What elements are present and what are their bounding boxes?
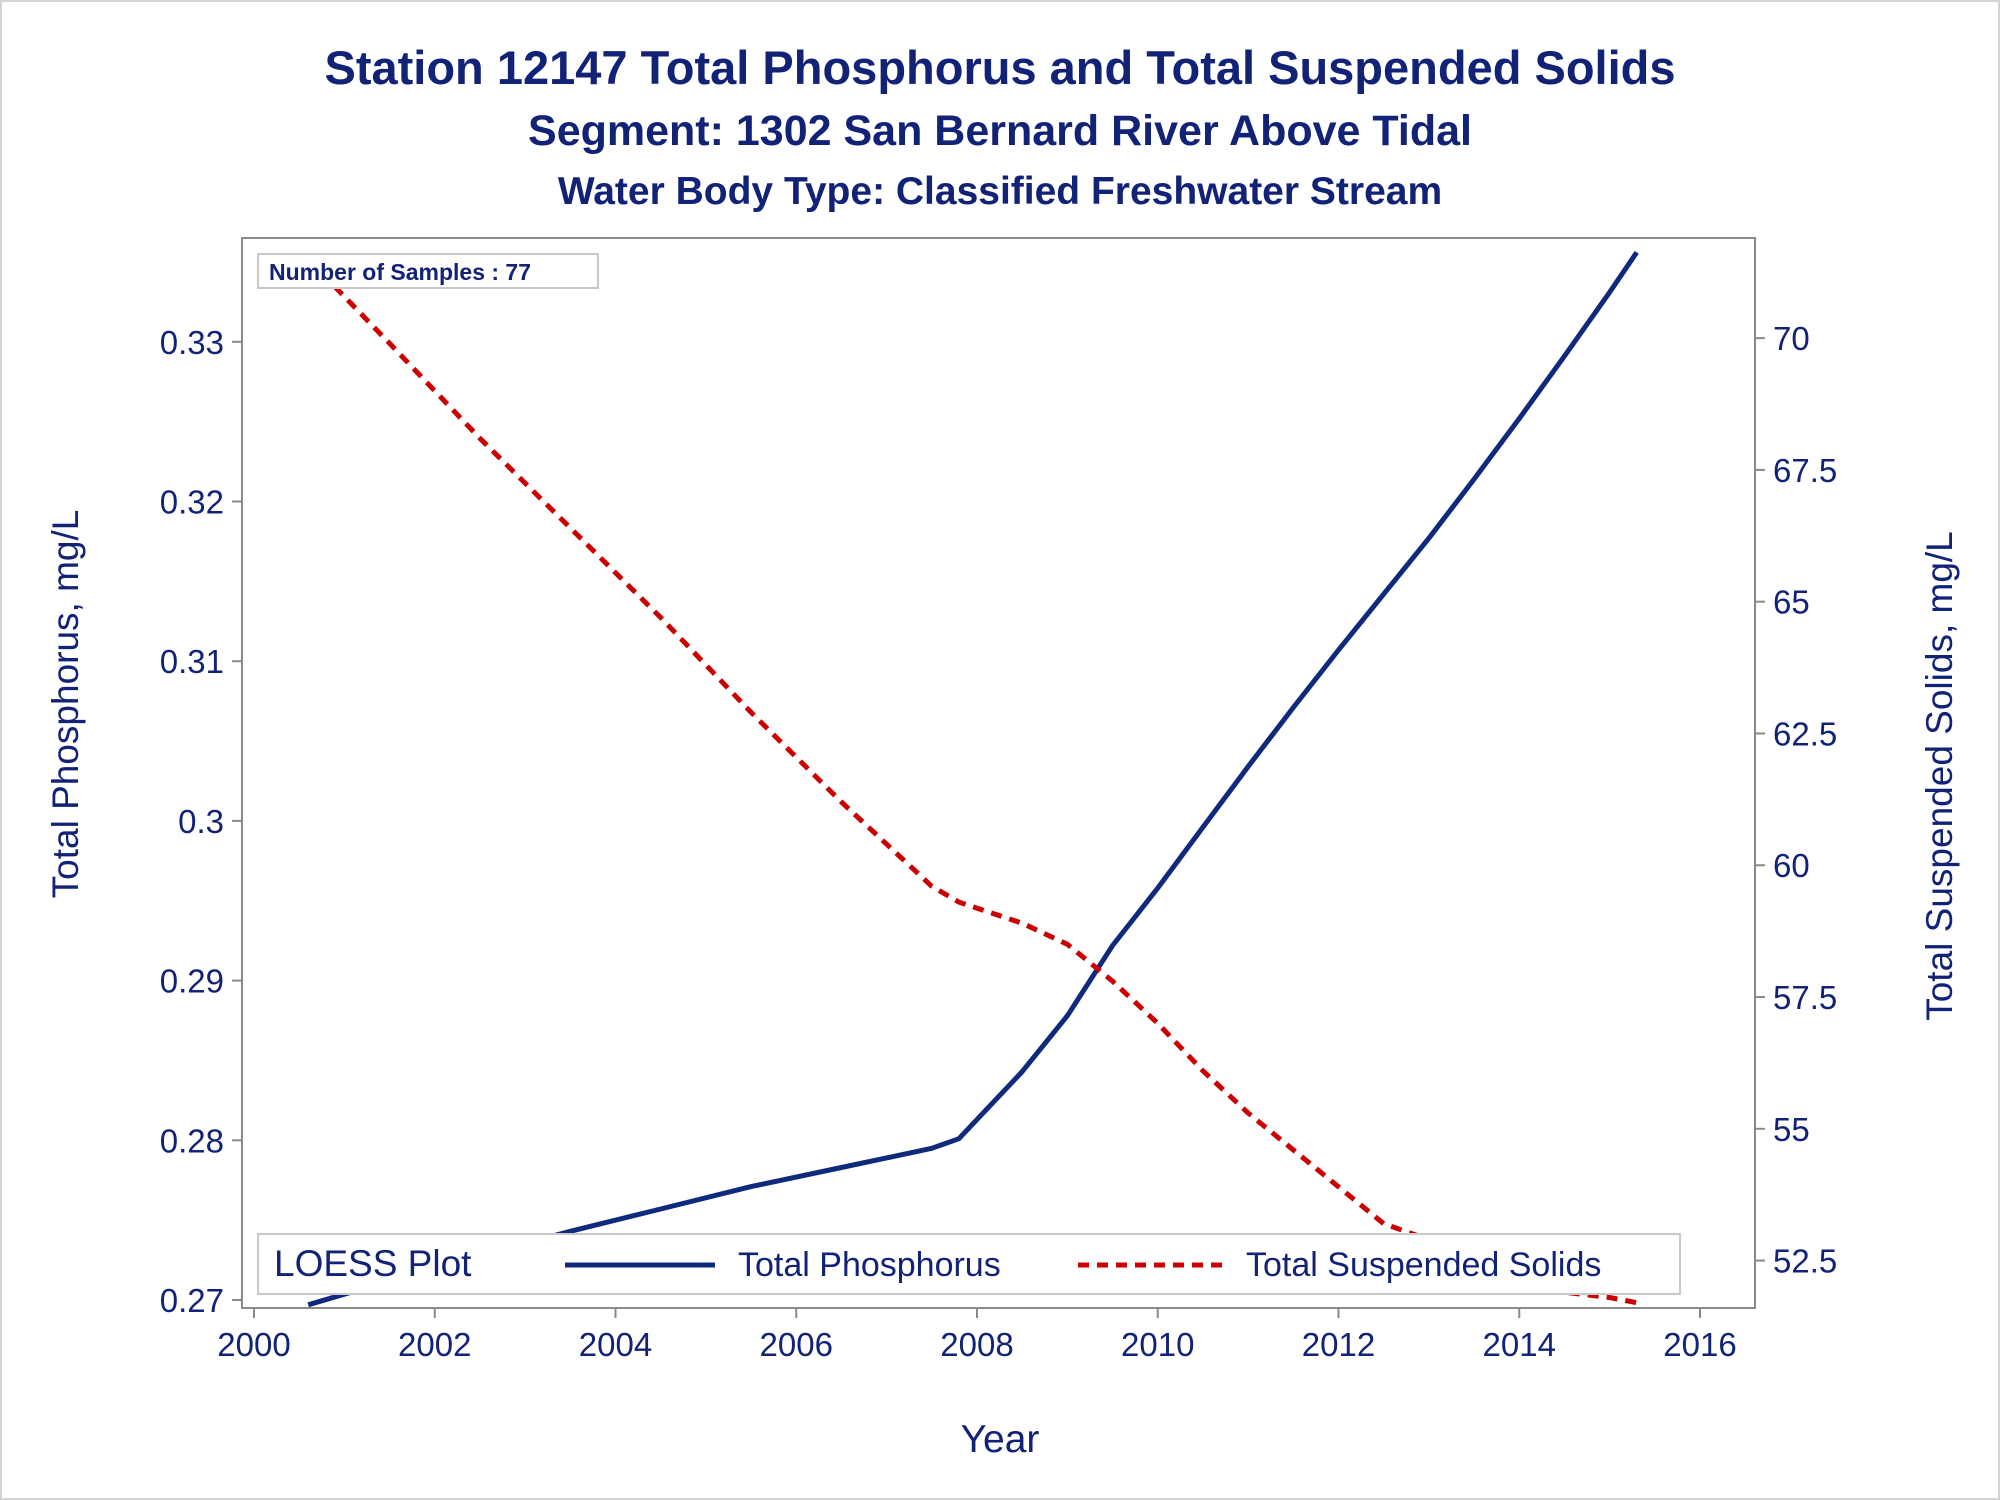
y2-tick-label: 60 (1773, 847, 1810, 884)
y2-tick-label: 67.5 (1773, 452, 1837, 489)
legend-box (257, 1233, 1681, 1295)
y2-tick-label: 70 (1773, 320, 1810, 357)
chart-subtitle-segment: Segment: 1302 San Bernard River Above Ti… (528, 107, 1472, 155)
chart-subtitle-waterbody: Water Body Type: Classified Freshwater S… (557, 170, 1443, 213)
x-tick-label: 2012 (1302, 1326, 1375, 1363)
x-tick-label: 2006 (760, 1326, 833, 1363)
y2-tick-label: 65 (1773, 584, 1810, 621)
y-tick-label: 0.33 (160, 324, 224, 361)
legend-title: LOESS Plot (274, 1243, 472, 1284)
y2-tick-label: 62.5 (1773, 715, 1837, 752)
y-tick-label: 0.28 (160, 1122, 224, 1159)
x-tick-label: 2014 (1483, 1326, 1556, 1363)
legend-label-tss: Total Suspended Solids (1246, 1246, 1601, 1284)
plot-area (241, 237, 1756, 1309)
y-tick-label: 0.31 (160, 643, 224, 680)
y2-tick-label: 55 (1773, 1111, 1810, 1148)
y-tick-label: 0.29 (160, 963, 224, 1000)
y-tick-label: 0.32 (160, 484, 224, 521)
legend: LOESS Plot Total Phosphorus Total Suspen… (257, 1233, 1681, 1295)
x-tick-label: 2008 (940, 1326, 1013, 1363)
y-axis-label: Total Phosphorus, mg/L (45, 510, 86, 899)
x-tick-label: 2004 (579, 1326, 652, 1363)
y2-tick-label: 52.5 (1773, 1243, 1837, 1280)
y2-tick-label: 57.5 (1773, 979, 1837, 1016)
x-tick-label: 2002 (398, 1326, 471, 1363)
sample-count-box (257, 253, 599, 289)
sample-count-label: Number of Samples : 77 (269, 259, 531, 285)
y2-axis-label: Total Suspended Solids, mg/L (1919, 531, 1960, 1021)
x-tick-label: 2010 (1121, 1326, 1194, 1363)
series-line-total-suspended-solids (306, 257, 1638, 1306)
x-tick-label: 2000 (217, 1326, 290, 1363)
y-tick-label: 0.3 (178, 803, 224, 840)
y-tick-label: 0.27 (160, 1282, 224, 1319)
chart-title: Station 12147 Total Phosphorus and Total… (324, 41, 1676, 94)
x-axis-label: Year (961, 1418, 1040, 1461)
series-line-total-phosphorus (307, 250, 1639, 1308)
x-tick-label: 2016 (1663, 1326, 1736, 1363)
legend-label-phosphorus: Total Phosphorus (738, 1246, 1001, 1284)
